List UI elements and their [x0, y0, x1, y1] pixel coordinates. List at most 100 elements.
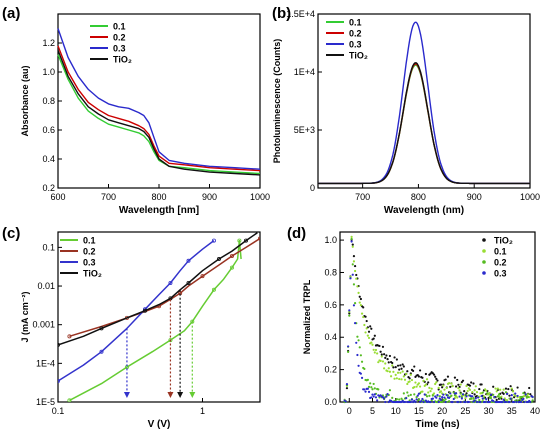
data-point: [364, 315, 367, 318]
data-point: [456, 378, 459, 382]
y-tick-label: 0.001: [32, 320, 55, 330]
data-point: [406, 370, 409, 373]
data-point: [379, 359, 382, 362]
data-point: [353, 269, 357, 273]
data-point: [381, 345, 385, 348]
data-point: [360, 360, 364, 363]
data-point: [413, 393, 416, 396]
data-point: [345, 387, 349, 390]
data-point: [492, 393, 495, 396]
data-point: [350, 235, 353, 238]
data-point: [391, 396, 394, 400]
data-point: [450, 394, 453, 397]
data-point: [506, 399, 509, 402]
data-point: [465, 392, 468, 395]
data-point: [403, 400, 407, 404]
data-point: [481, 391, 484, 394]
data-point: [506, 392, 509, 396]
data-point: [348, 314, 351, 317]
data-point: [420, 399, 423, 403]
data-point: [474, 397, 477, 400]
data-point: [488, 392, 491, 395]
series-line-0: [69, 239, 242, 402]
series-line-2: [57, 28, 261, 170]
data-point: [355, 277, 358, 280]
series-marker: [168, 280, 173, 285]
panel-label: (a): [2, 5, 20, 22]
data-point: [457, 383, 460, 386]
data-point: [402, 392, 405, 395]
x-axis-label: Time (ns): [415, 419, 459, 430]
data-point: [422, 379, 425, 383]
data-point: [521, 396, 524, 399]
data-point: [372, 337, 375, 340]
data-point: [408, 377, 411, 380]
data-point: [441, 400, 444, 404]
data-point: [391, 364, 394, 367]
data-point: [370, 386, 373, 389]
data-point: [489, 393, 492, 396]
data-point: [376, 399, 379, 402]
panel-c: 0.1 1 1E-5 1E-4 0.001 0.01 0.1 V (V) J (mA cm⁻²)…: [2, 225, 261, 430]
data-point: [386, 393, 389, 396]
data-point: [499, 396, 502, 399]
data-point: [394, 373, 397, 377]
data-point: [355, 341, 358, 344]
data-point: [365, 327, 368, 330]
data-point: [350, 237, 353, 241]
y-tick-label: 1E-5: [36, 397, 55, 407]
series-line-3: [58, 232, 258, 346]
data-point: [372, 382, 375, 386]
data-point: [351, 273, 354, 276]
data-point: [444, 378, 447, 381]
data-point: [508, 394, 511, 397]
data-point: [389, 375, 393, 378]
panel-a: 600 700 800 900 1000 0.2 0.4 0.6 0.8 1.0 1.2 Wavele…: [2, 5, 270, 216]
data-point: [415, 398, 418, 401]
data-point: [425, 378, 429, 381]
data-point: [457, 387, 460, 390]
data-point: [450, 382, 453, 385]
data-point: [429, 400, 432, 404]
y-tick-label: 1E+4: [294, 67, 315, 77]
data-point: [439, 398, 443, 402]
data-point: [374, 348, 378, 352]
data-point: [434, 375, 437, 378]
data-point: [435, 377, 438, 380]
data-point: [445, 394, 448, 397]
data-point: [437, 388, 440, 391]
y-tick-label: 1E-4: [36, 358, 55, 368]
data-point: [432, 392, 436, 395]
data-point: [356, 285, 359, 288]
data-point: [468, 388, 472, 391]
y-tick-label: 1.0: [324, 235, 337, 245]
data-point: [474, 385, 477, 388]
data-point: [399, 371, 402, 374]
y-axis-label: Normalized TRPL: [302, 279, 312, 354]
data-point: [531, 399, 534, 402]
data-point: [412, 369, 415, 372]
data-point: [366, 387, 369, 390]
data-point: [425, 395, 429, 398]
data-point: [392, 366, 395, 369]
data-point: [414, 381, 417, 384]
data-point: [387, 367, 390, 370]
data-point: [418, 385, 422, 388]
voc-arrow-head: [123, 392, 130, 398]
data-point: [347, 350, 350, 354]
data-point: [442, 384, 445, 387]
data-point: [494, 387, 497, 390]
series-marker: [229, 253, 234, 258]
y-tick-label: 0.2: [324, 365, 337, 375]
data-point: [502, 388, 505, 391]
legend-label: TiO₂: [113, 55, 132, 65]
data-point: [482, 395, 486, 398]
data-point: [466, 389, 469, 393]
data-point: [504, 391, 508, 394]
data-point: [373, 334, 376, 337]
series-marker: [168, 338, 173, 343]
data-point: [416, 394, 419, 397]
series-line-0: [318, 64, 530, 185]
data-point: [374, 396, 378, 399]
series-line-1: [57, 45, 261, 172]
